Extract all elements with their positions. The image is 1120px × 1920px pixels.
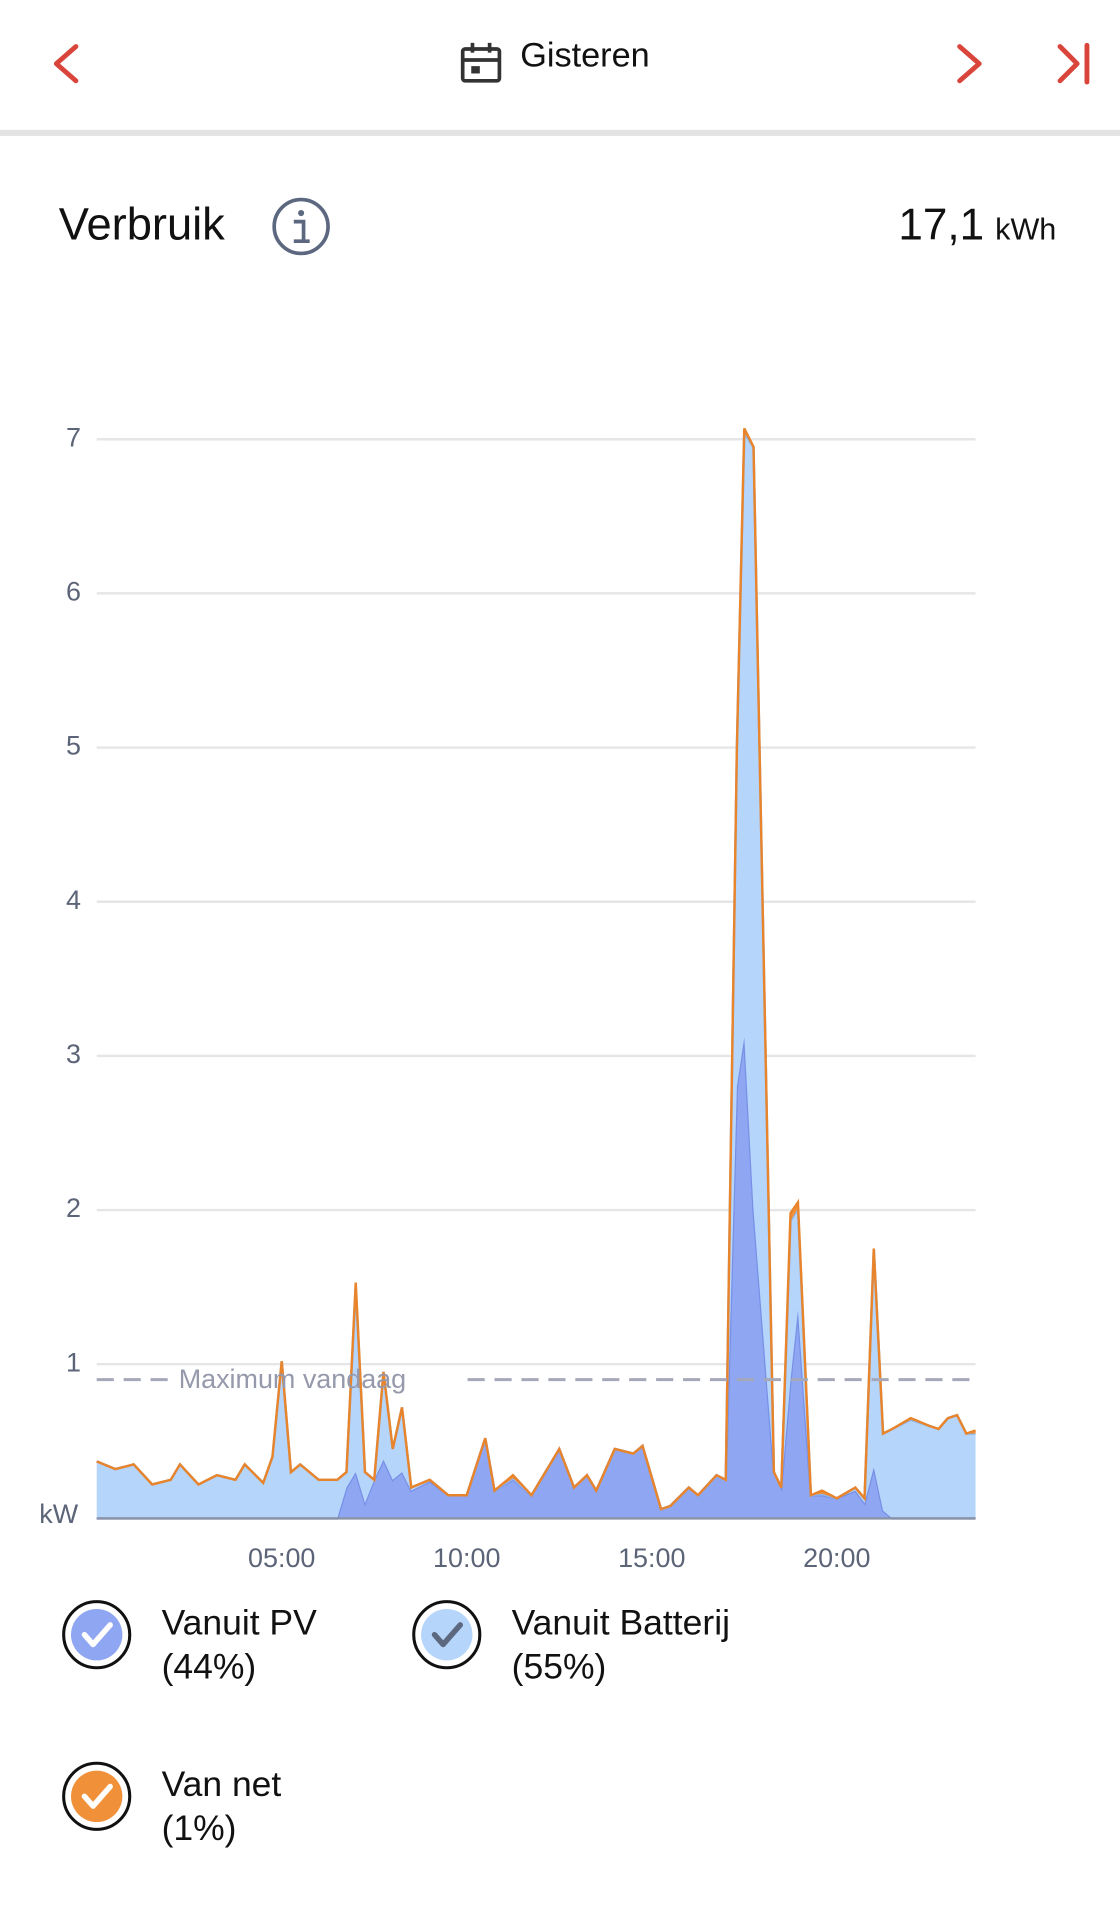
legend-check — [81, 1783, 113, 1809]
legend-toggle[interactable] — [70, 1608, 123, 1661]
area-edge — [96, 1037, 976, 1520]
top-bar: Gisteren — [0, 37, 1120, 136]
legend-share: (55%) — [512, 1646, 607, 1686]
legend-toggle-ring[interactable] — [62, 1761, 132, 1831]
previous-day[interactable] — [53, 44, 79, 84]
legend-check — [431, 1622, 463, 1648]
total-value: 17,1 — [898, 200, 984, 249]
y-tick-label: 4 — [66, 885, 81, 915]
legend-toggle-ring[interactable] — [412, 1600, 482, 1670]
area-2 — [96, 428, 976, 1510]
y-tick-label: 5 — [66, 731, 81, 761]
x-tick-label: 20:00 — [803, 1543, 870, 1573]
legend-toggle-ring[interactable] — [62, 1600, 132, 1670]
divider — [0, 129, 1120, 136]
legend-toggle[interactable] — [70, 1770, 123, 1823]
y-tick-label: 7 — [66, 422, 81, 452]
next-day[interactable] — [957, 44, 982, 84]
legend-toggle[interactable] — [421, 1608, 473, 1661]
legend-name: Vanuit Batterij — [512, 1602, 730, 1642]
y-tick-label: 3 — [66, 1039, 81, 1069]
legend-check — [81, 1622, 113, 1648]
area-1 — [96, 433, 976, 1519]
y-tick-label: 6 — [66, 576, 81, 606]
legend-name: Vanuit PV — [162, 1602, 318, 1642]
chart: 1 2 3 4 5 6 7 kW 05:00 10:00 15:00 20:00 Maximum van… — [39, 422, 976, 1573]
legend-name: Van net — [162, 1764, 282, 1804]
section-title: Verbruik — [59, 199, 225, 250]
y-axis-unit: kW — [39, 1499, 78, 1529]
max-label: Maximum vandaag — [179, 1364, 406, 1394]
info-icon[interactable] — [272, 197, 330, 256]
last-day[interactable] — [1057, 42, 1090, 85]
legend-share: (44%) — [162, 1646, 257, 1686]
x-tick-label: 15:00 — [618, 1543, 685, 1573]
calendar-icon — [460, 42, 502, 83]
area-edge — [96, 427, 976, 1511]
date-title[interactable]: Gisteren — [520, 37, 649, 75]
area-0 — [96, 1037, 976, 1519]
legend-share: (1%) — [162, 1808, 237, 1848]
y-tick-label: 1 — [66, 1347, 81, 1377]
y-tick-label: 2 — [66, 1193, 81, 1223]
x-tick-label: 10:00 — [433, 1543, 500, 1573]
total-unit: kWh — [995, 213, 1056, 247]
legend: Vanuit PV(44%) Vanuit Batterij(55%) Van ne… — [62, 1600, 730, 1848]
x-tick-label: 05:00 — [248, 1543, 315, 1573]
